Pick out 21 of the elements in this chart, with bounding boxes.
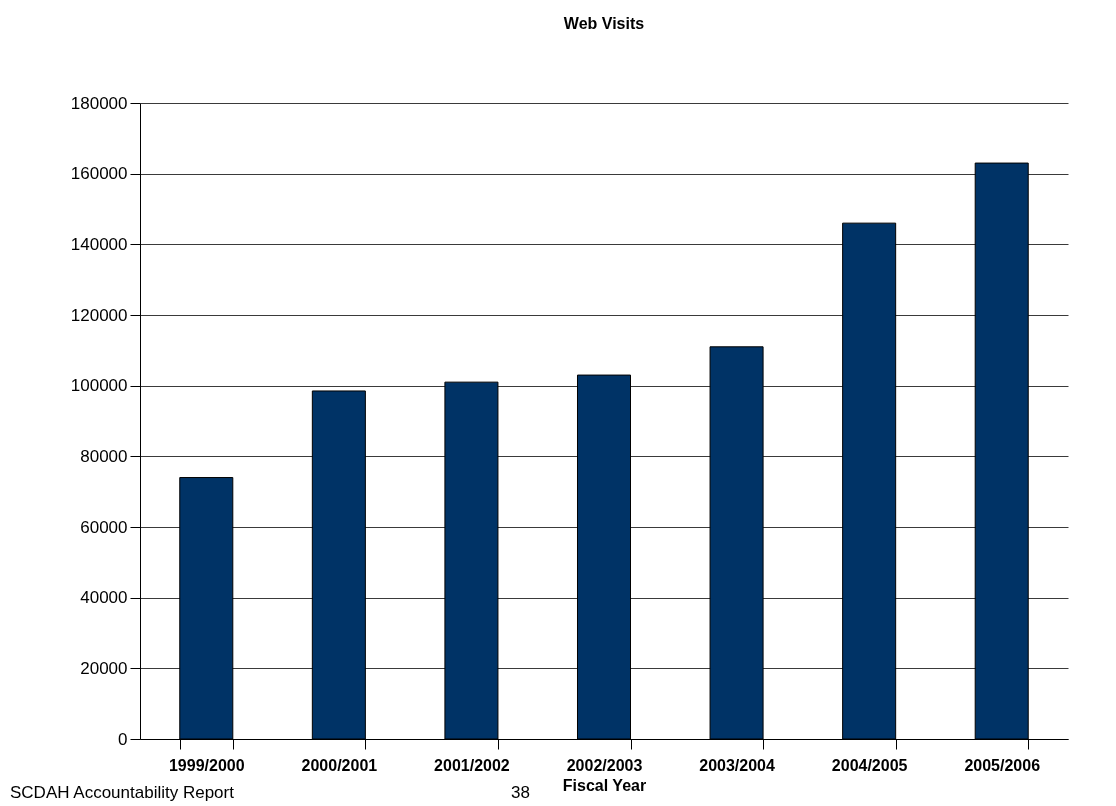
text: SCDAH Accountability Report [10, 783, 234, 803]
x-tick-label: 2003/2004 [699, 756, 775, 774]
x-tick-label: 2002/2003 [566, 756, 643, 774]
y-tick-label: 20000 [80, 658, 128, 678]
y-tick-label: 0 [118, 729, 128, 749]
y-tick-label: 60000 [80, 517, 128, 537]
y-tick-label: 180000 [70, 93, 128, 113]
x-tick-label: 2005/2006 [964, 756, 1041, 774]
y-tick-label: 160000 [70, 164, 128, 184]
y-tick-label: 140000 [70, 234, 128, 254]
text: 38 [511, 783, 530, 803]
y-tick-label: 100000 [70, 376, 128, 396]
x-tick-label: 2004/2005 [831, 756, 908, 774]
chart-title: Web Visits [563, 15, 645, 32]
y-tick-label: 40000 [80, 588, 128, 608]
x-axis-title: Fiscal Year [562, 776, 647, 794]
y-tick-label: 120000 [70, 305, 128, 325]
x-tick-label: 2001/2002 [434, 756, 510, 774]
x-tick-label: 1999/2000 [168, 756, 245, 774]
x-tick-label: 2000/2001 [301, 756, 378, 774]
y-tick-label: 80000 [80, 446, 128, 466]
